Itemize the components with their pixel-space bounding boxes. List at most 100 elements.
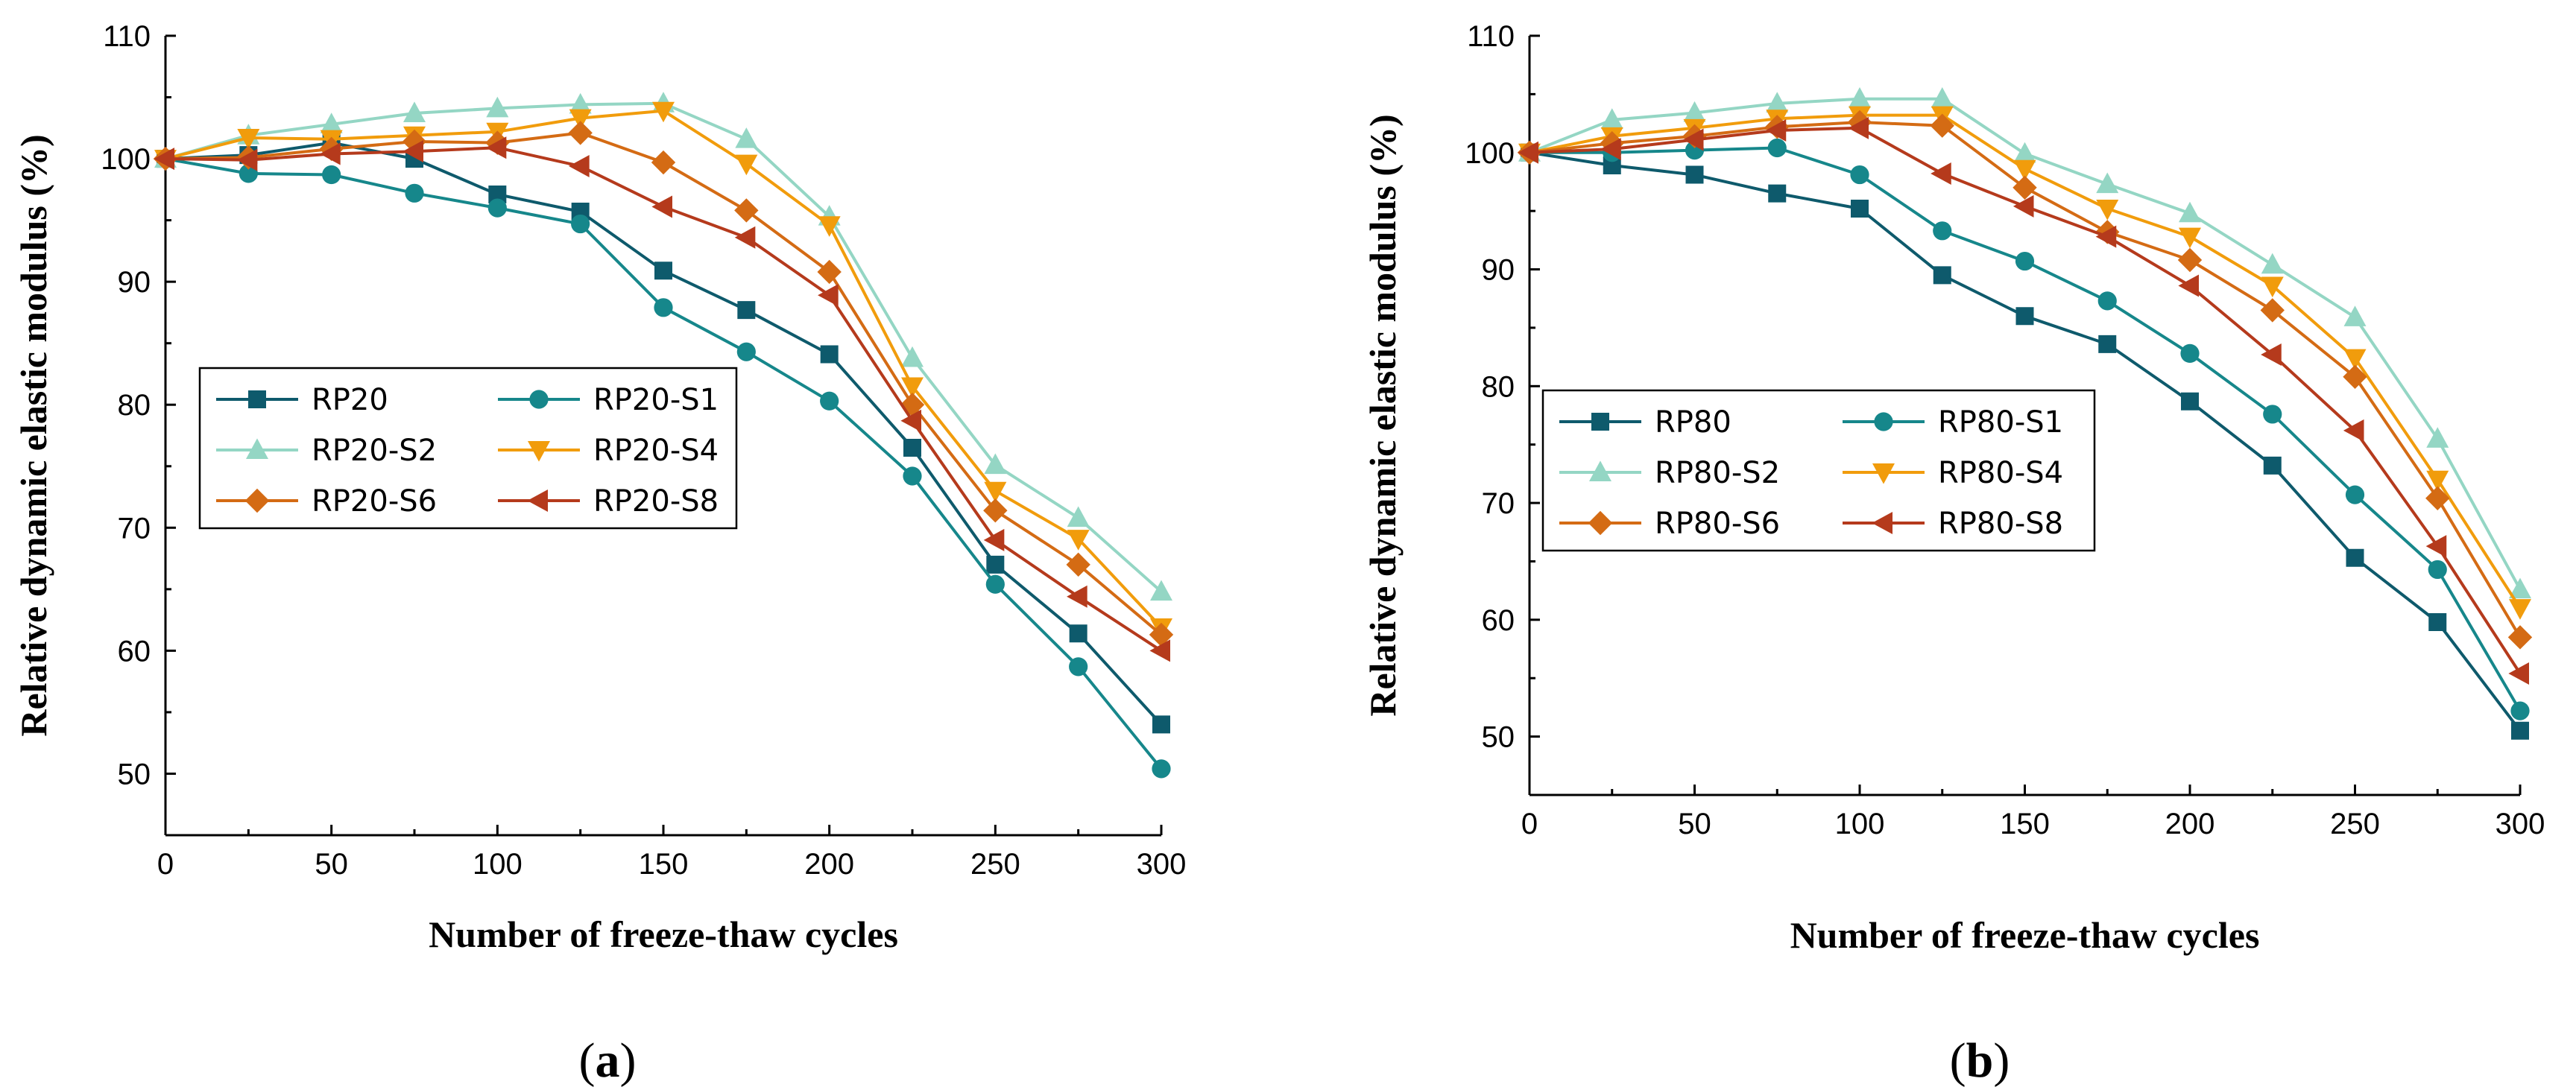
data-point bbox=[654, 298, 673, 317]
data-point bbox=[571, 214, 590, 234]
data-point bbox=[903, 466, 922, 486]
legend-label: RP80-S1 bbox=[1938, 405, 2063, 440]
y-tick-label: 110 bbox=[103, 20, 151, 53]
y-tick-label: 90 bbox=[1482, 254, 1515, 287]
data-point bbox=[1066, 552, 1090, 577]
legend-marker bbox=[1874, 412, 1893, 431]
data-point bbox=[818, 284, 839, 307]
data-point bbox=[2343, 364, 2367, 389]
data-point bbox=[901, 377, 924, 399]
data-point bbox=[2261, 343, 2282, 366]
data-point bbox=[2426, 470, 2449, 492]
legend-marker bbox=[248, 390, 266, 408]
legend-marker bbox=[527, 489, 548, 512]
data-point bbox=[2263, 405, 2282, 424]
y-tick-label: 70 bbox=[118, 512, 151, 545]
data-point bbox=[1848, 116, 1869, 139]
data-point bbox=[2343, 349, 2367, 370]
y-tick-label: 60 bbox=[1482, 604, 1515, 637]
data-point bbox=[817, 259, 842, 285]
data-point bbox=[1149, 622, 1174, 647]
data-point bbox=[569, 154, 590, 177]
data-point bbox=[1067, 530, 1090, 551]
data-point bbox=[1933, 266, 1951, 285]
data-point bbox=[1766, 92, 1789, 113]
data-point bbox=[2510, 701, 2530, 720]
data-point bbox=[1931, 162, 1951, 185]
data-point bbox=[900, 409, 921, 432]
data-point bbox=[901, 346, 924, 367]
data-point bbox=[2509, 599, 2531, 620]
legend-label: RP20 bbox=[312, 383, 388, 417]
legend-marker bbox=[529, 390, 549, 409]
y-tick-label: 60 bbox=[118, 635, 151, 668]
data-point bbox=[734, 198, 759, 223]
data-point bbox=[402, 140, 423, 163]
data-point bbox=[983, 498, 1008, 523]
legend-item: RP80-S1 bbox=[1843, 405, 2063, 440]
y-tick-label: 80 bbox=[1482, 370, 1515, 403]
data-point bbox=[1682, 128, 1704, 151]
legend-item: RP20-S2 bbox=[216, 434, 437, 468]
legend-label: RP80-S4 bbox=[1938, 456, 2063, 490]
data-point bbox=[736, 342, 756, 361]
y-tick-label: 50 bbox=[1482, 721, 1515, 754]
data-point bbox=[320, 113, 343, 133]
legend: RP20 RP20-S1 RP20-S2 RP20-S4 RP20-S6 RP20-S8 bbox=[198, 367, 738, 530]
data-point bbox=[2012, 194, 2034, 218]
data-point bbox=[1849, 87, 1871, 108]
data-point bbox=[485, 136, 507, 159]
data-point bbox=[1149, 639, 1170, 662]
data-point bbox=[1931, 87, 1954, 108]
data-point bbox=[322, 165, 341, 185]
data-point bbox=[1850, 165, 1869, 185]
data-point bbox=[487, 198, 507, 218]
data-point bbox=[1067, 506, 1090, 527]
data-point bbox=[568, 121, 593, 145]
chart-panel-a: 0 50 100 150 200 250 300 50 60 70 80 90 100 110 Number… bbox=[13, 20, 1186, 955]
data-point bbox=[1933, 221, 1952, 241]
x-axis-title: Number of freeze-thaw cycles bbox=[429, 913, 898, 955]
data-point bbox=[2012, 175, 2037, 200]
data-point bbox=[2425, 486, 2450, 511]
data-point bbox=[405, 183, 424, 203]
x-tick-label: 0 bbox=[157, 848, 174, 881]
x-tick-label: 0 bbox=[1521, 808, 1538, 840]
series-RP80-S2 bbox=[1518, 87, 2531, 599]
data-point bbox=[486, 96, 509, 118]
data-point bbox=[2179, 201, 2201, 223]
data-point bbox=[986, 555, 1005, 574]
x-tick-label: 250 bbox=[970, 848, 1020, 881]
x-tick-label: 300 bbox=[1137, 848, 1187, 881]
data-point bbox=[1518, 141, 1538, 164]
data-point bbox=[2096, 200, 2119, 221]
data-point bbox=[237, 129, 260, 150]
legend: RP80 RP80-S1 RP80-S2 RP80-S4 RP80-S6 RP80-S8 bbox=[1541, 389, 2096, 552]
series-RP20-S1 bbox=[156, 149, 1171, 779]
legend-marker bbox=[1872, 512, 1892, 534]
data-point bbox=[2263, 456, 2282, 475]
legend-item: RP80-S2 bbox=[1559, 456, 1780, 490]
legend-label: RP80-S6 bbox=[1655, 507, 1780, 541]
y-axis-title: Relative dynamic elastic modulus (%) bbox=[13, 134, 54, 736]
chart-panel-b: 0 50 100 150 200 250 300 50 60 70 80 90 100 110 Number… bbox=[1362, 20, 2545, 956]
data-point bbox=[569, 92, 592, 114]
series-RP20-S8 bbox=[154, 136, 1170, 662]
legend-label: RP20-S2 bbox=[312, 434, 437, 468]
data-point bbox=[1685, 165, 1704, 184]
legend-label: RP20-S1 bbox=[593, 383, 719, 417]
legend-marker bbox=[246, 438, 268, 459]
x-tick-label: 150 bbox=[639, 848, 689, 881]
data-point bbox=[2507, 625, 2533, 650]
data-point bbox=[983, 528, 1005, 551]
y-tick-label: 90 bbox=[118, 266, 151, 299]
legend-item: RP20-S6 bbox=[216, 484, 437, 519]
data-point bbox=[1930, 113, 1954, 138]
legend-marker bbox=[528, 441, 550, 462]
data-point bbox=[734, 226, 756, 249]
data-point bbox=[2511, 721, 2529, 740]
data-point bbox=[1152, 759, 1171, 779]
legend-label: RP20-S6 bbox=[312, 484, 437, 519]
data-point bbox=[1768, 184, 1787, 203]
legend-item: RP80-S4 bbox=[1843, 456, 2063, 490]
